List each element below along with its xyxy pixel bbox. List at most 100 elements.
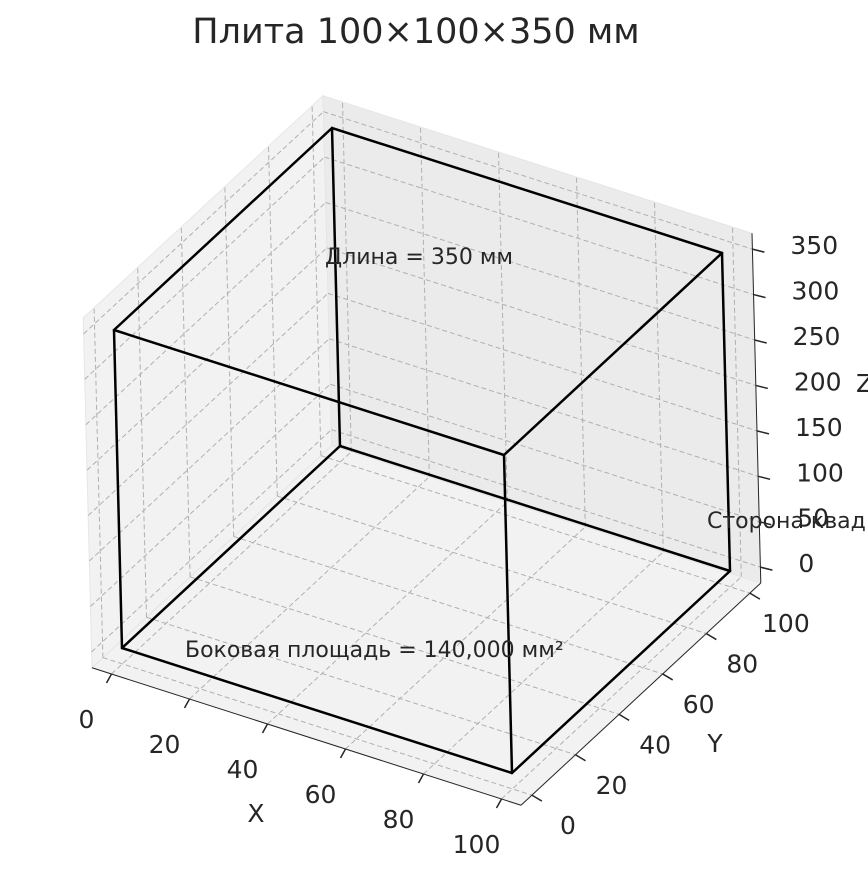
grid-line <box>90 383 331 607</box>
box-edge <box>330 126 342 448</box>
y-tick <box>749 592 761 600</box>
grid-line <box>87 292 329 516</box>
box-edge <box>330 126 724 255</box>
grid-line <box>323 111 753 250</box>
x-tick-label: 60 <box>305 780 337 809</box>
annotation: Длина = 350 мм <box>325 245 513 270</box>
box-edge <box>502 453 514 775</box>
z-tick-label: 50 <box>797 504 829 533</box>
z-tick-label: 250 <box>793 322 841 351</box>
x-tick-label: 20 <box>149 730 181 759</box>
box-edge <box>338 444 732 573</box>
z-tick-label: 0 <box>798 549 814 578</box>
y-tick <box>662 673 674 681</box>
box-edge <box>502 251 724 457</box>
annotation: Сторона квад <box>707 509 866 534</box>
grid-line <box>91 429 332 653</box>
y-tick-label: 20 <box>596 771 628 800</box>
box-edge <box>112 328 506 457</box>
grid-line <box>83 111 324 335</box>
grid-line <box>324 156 754 296</box>
z-tick-label: 100 <box>796 458 844 487</box>
y-tick-label: 100 <box>762 609 810 638</box>
grid-line <box>345 526 586 750</box>
z-tick <box>756 430 770 435</box>
grid-line <box>85 202 327 426</box>
grid-line <box>501 576 742 800</box>
y-tick <box>618 713 630 721</box>
grid-line <box>654 201 664 552</box>
grid-line <box>423 551 664 775</box>
grid-line <box>224 186 235 537</box>
grid-line <box>732 226 742 577</box>
y-tick-label: 80 <box>726 650 758 679</box>
grid-line <box>137 267 147 618</box>
y-tick-label: 40 <box>639 730 671 759</box>
grid-line <box>327 292 758 432</box>
grid-line <box>328 338 759 477</box>
grid-line <box>420 126 430 477</box>
box-edge <box>720 251 732 573</box>
grid-line <box>88 338 330 562</box>
z-tick-label: 300 <box>792 277 840 306</box>
z-tick <box>759 520 772 526</box>
annotation: Боковая площадь = 140,000 мм² <box>185 638 564 663</box>
grid-line <box>342 101 352 452</box>
grid-line <box>111 451 352 675</box>
z-tick <box>760 566 773 571</box>
axis-line <box>91 667 522 806</box>
box-edge <box>120 444 342 650</box>
x-tick <box>495 798 503 809</box>
x-tick <box>339 748 347 759</box>
y-tick-label: 0 <box>560 811 576 840</box>
grid-line <box>180 227 191 577</box>
y-axis-label: Y <box>706 729 723 758</box>
z-tick <box>754 339 767 344</box>
z-tick <box>757 475 771 481</box>
grid-line <box>498 151 508 502</box>
y-tick <box>531 794 543 802</box>
x-tick-label: 0 <box>79 705 95 734</box>
y-tick <box>705 632 717 641</box>
grid-line <box>311 105 322 456</box>
grid-line <box>84 156 325 380</box>
grid-line <box>102 657 533 796</box>
z-tick <box>753 293 766 299</box>
box-edge <box>112 328 124 650</box>
grid-line <box>146 616 576 756</box>
box-edge <box>120 646 514 775</box>
grid-line <box>233 535 663 675</box>
grid-line <box>325 202 755 341</box>
z-axis-label: Z <box>856 369 868 398</box>
grid-line <box>93 307 104 658</box>
panes <box>82 94 762 806</box>
grid-line <box>268 146 278 497</box>
y-tick <box>575 754 586 762</box>
z-tick <box>755 384 769 390</box>
grid-line <box>189 476 430 700</box>
x-tick-label: 100 <box>453 830 501 859</box>
z-tick-label: 350 <box>790 231 838 260</box>
grid-line <box>277 495 707 635</box>
grid-line <box>331 429 761 568</box>
x-tick <box>105 673 113 684</box>
x-tick-label: 40 <box>227 755 259 784</box>
x-axis-label: X <box>247 799 264 828</box>
axis-line <box>520 582 762 806</box>
grid-line <box>330 383 760 523</box>
y-tick-label: 60 <box>683 690 715 719</box>
grid-line <box>189 576 620 715</box>
x-tick <box>261 723 269 734</box>
x-tick <box>183 698 191 709</box>
z-tick-label: 150 <box>795 413 843 442</box>
axes: 0204060801000204060801000501001502002503… <box>79 231 844 859</box>
box-edge <box>112 126 334 332</box>
grid-line <box>320 455 751 594</box>
x-tick <box>417 773 425 784</box>
x-tick-label: 80 <box>383 805 415 834</box>
grid-line <box>326 247 756 386</box>
axis-line <box>751 233 762 584</box>
grid-line <box>576 176 586 527</box>
chart-title: Плита 100×100×350 мм <box>192 12 639 52</box>
